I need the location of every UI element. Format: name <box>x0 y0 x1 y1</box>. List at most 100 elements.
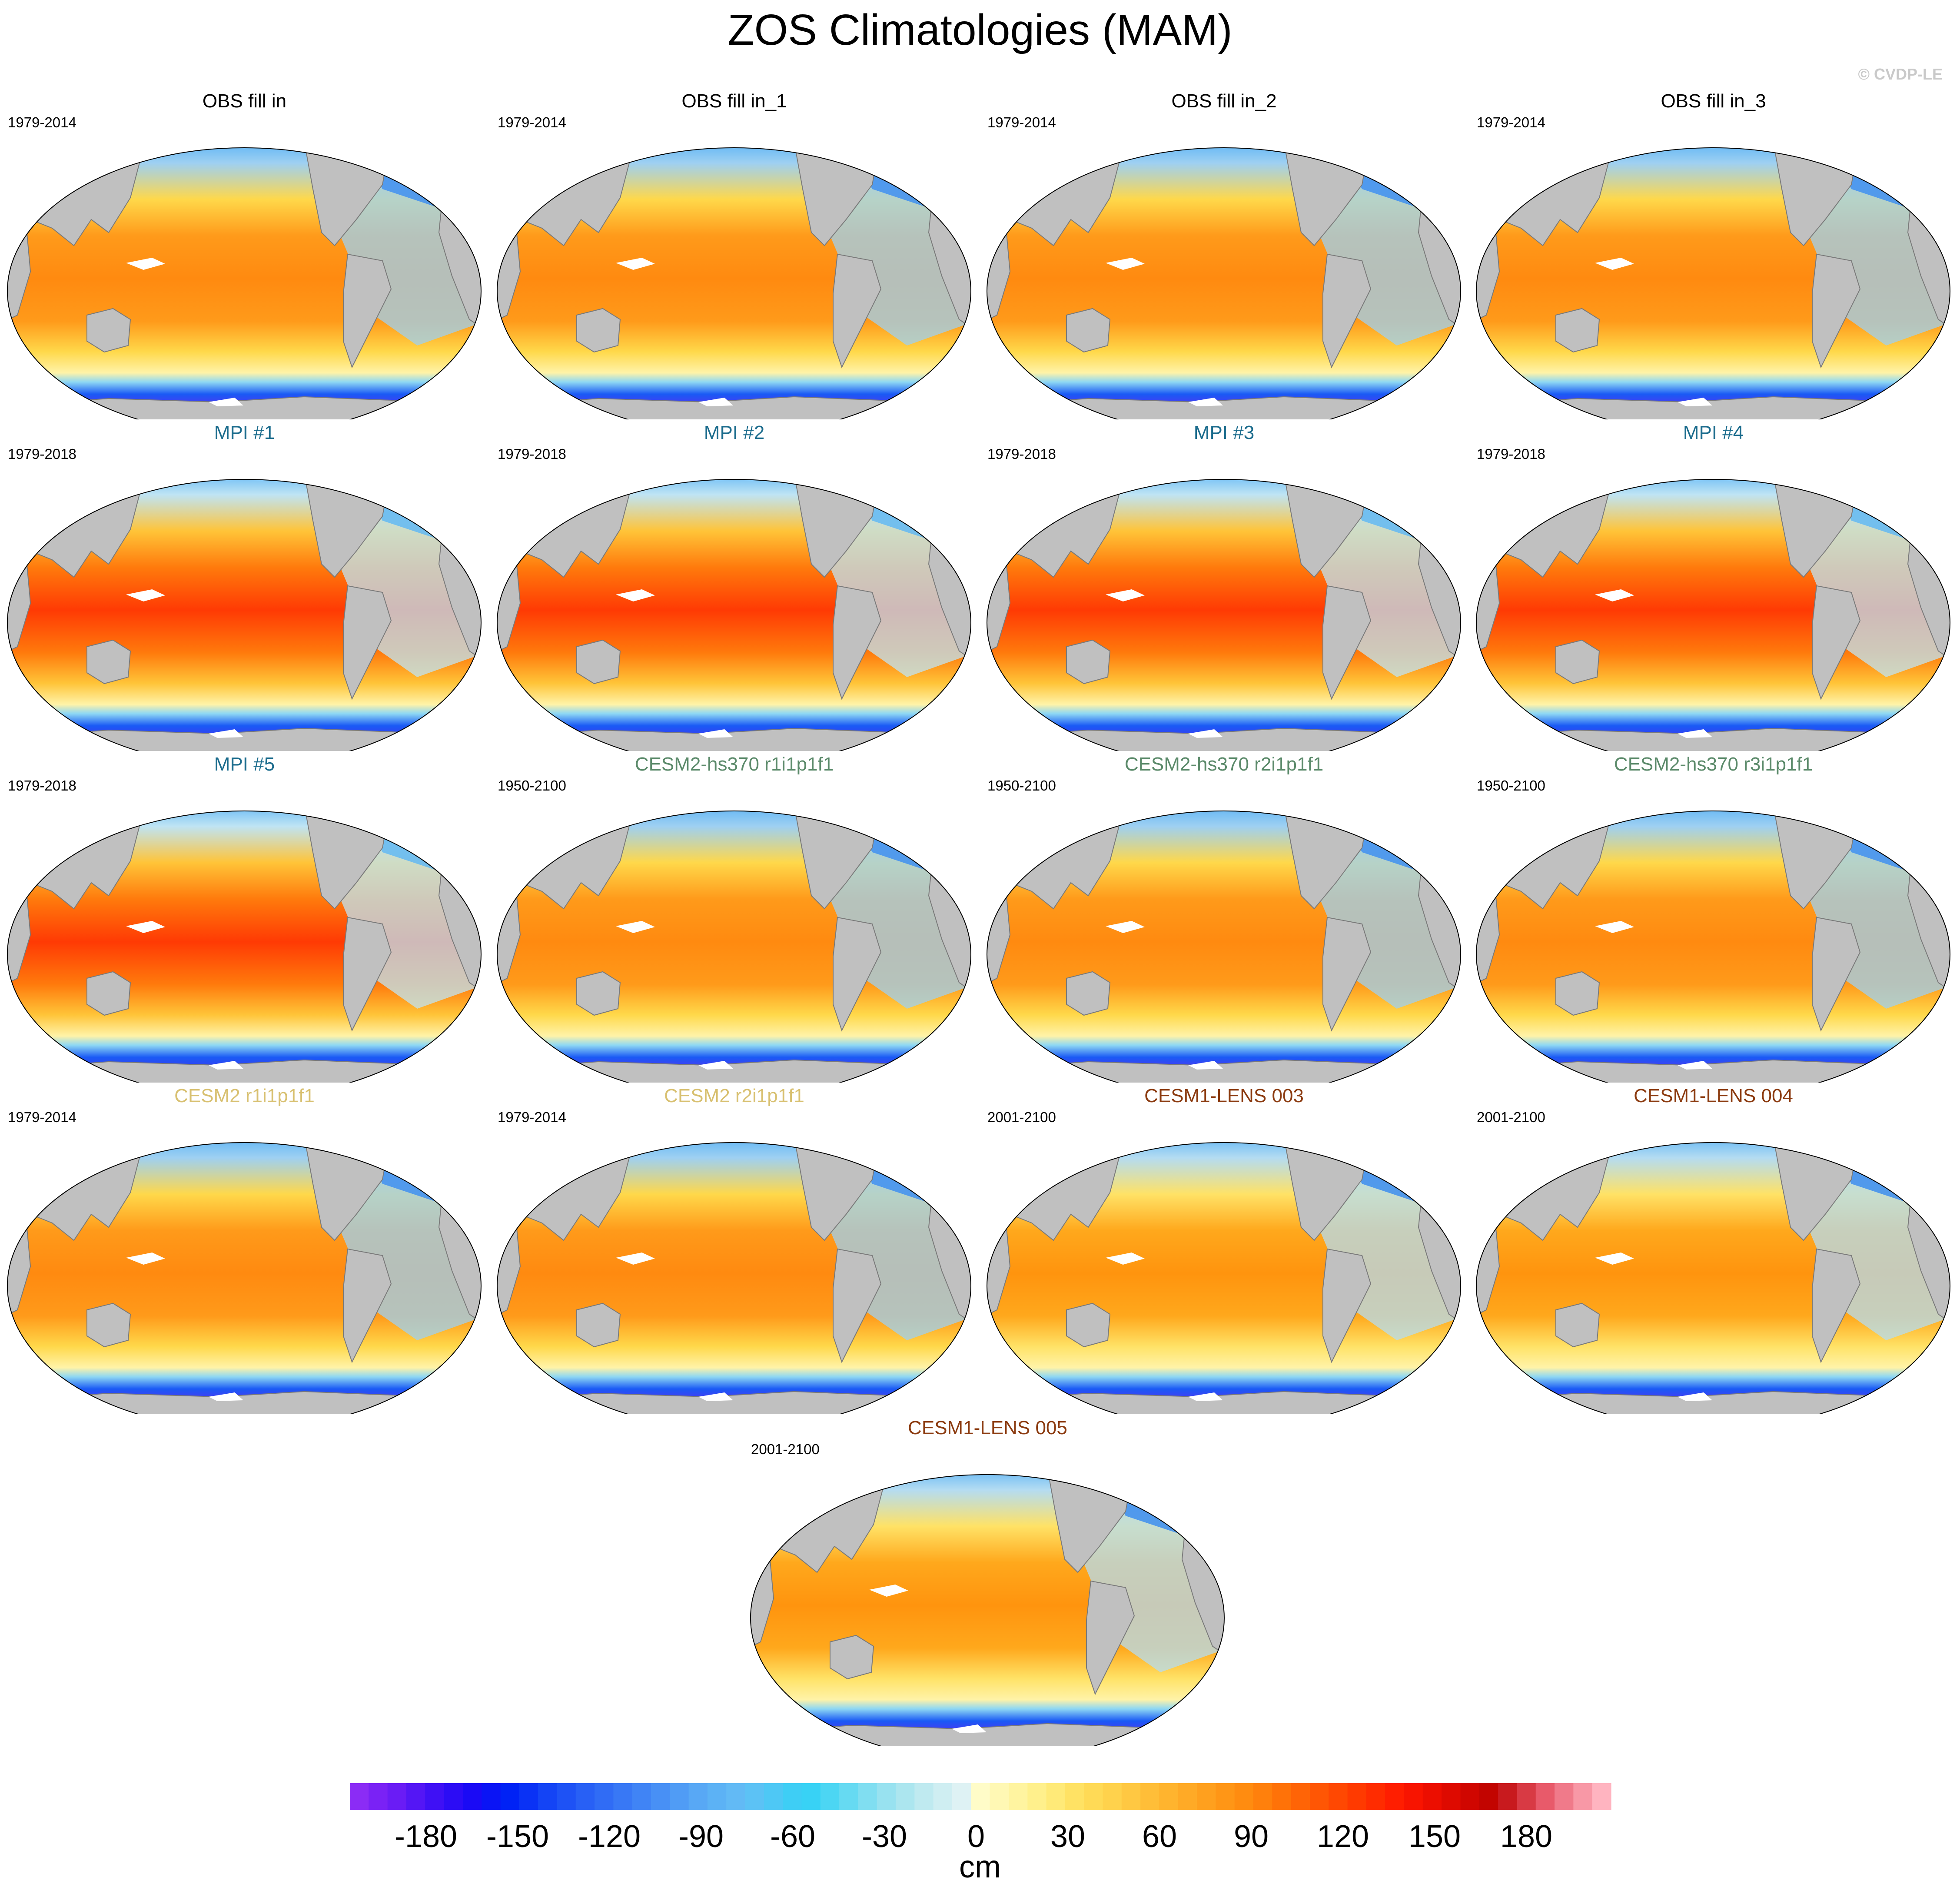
colorbar-swatch <box>1347 1783 1367 1810</box>
panel-period: 1979-2018 <box>8 777 76 794</box>
colorbar-swatch <box>726 1783 746 1810</box>
colorbar-swatch <box>1592 1783 1611 1810</box>
colorbar-swatch <box>877 1783 896 1810</box>
panel-period: 1979-2018 <box>987 446 1056 462</box>
panel-title: OBS fill in_1 <box>681 90 787 112</box>
map-panel: OBS fill in_2 1979-2014 <box>980 89 1468 419</box>
map-panel: CESM2-hs370 r3i1p1f1 1950-2100 <box>1469 752 1958 1083</box>
map-panel: MPI #1 1979-2018 <box>0 421 489 751</box>
map-panel: MPI #3 1979-2018 <box>980 421 1468 751</box>
panel-period: 1979-2014 <box>498 1109 566 1125</box>
panel-title: CESM2 r1i1p1f1 <box>174 1085 315 1106</box>
panel-title: MPI #4 <box>1683 422 1744 443</box>
panel-title: CESM2-hs370 r3i1p1f1 <box>1614 754 1813 775</box>
world-map <box>497 1142 971 1414</box>
panel-period: 1979-2014 <box>8 114 76 130</box>
map-panel: CESM1-LENS 005 2001-2100 <box>743 1416 1232 1746</box>
colorbar-swatch <box>1140 1783 1160 1810</box>
colorbar-swatch <box>1422 1783 1442 1810</box>
colorbar-swatch <box>482 1783 501 1810</box>
colorbar-swatch <box>519 1783 538 1810</box>
colorbar-swatch <box>1008 1783 1028 1810</box>
colorbar-swatch <box>1555 1783 1574 1810</box>
colorbar-swatch <box>350 1783 369 1810</box>
colorbar-swatch <box>1234 1783 1254 1810</box>
colorbar-tick-label: 180 <box>1500 1819 1552 1854</box>
page-title: ZOS Climatologies (MAM) <box>728 6 1232 54</box>
panel-title: CESM1-LENS 003 <box>1144 1085 1304 1106</box>
panel-period: 1950-2100 <box>987 777 1056 794</box>
map-panel: CESM2-hs370 r1i1p1f1 1950-2100 <box>490 752 979 1083</box>
colorbar-swatch <box>783 1783 802 1810</box>
colorbar-swatch <box>896 1783 915 1810</box>
colorbar-swatch <box>858 1783 877 1810</box>
colorbar-swatch <box>444 1783 463 1810</box>
world-map <box>497 811 971 1083</box>
copyright-notice: © CVDP-LE <box>1858 65 1943 83</box>
panel-title: CESM2-hs370 r2i1p1f1 <box>1124 754 1324 775</box>
world-map <box>7 479 482 751</box>
colorbar-swatch <box>1479 1783 1498 1810</box>
colorbar-swatch <box>1121 1783 1141 1810</box>
colorbar-tick-label: -30 <box>862 1819 907 1854</box>
colorbar-swatch <box>688 1783 708 1810</box>
colorbar-swatch <box>764 1783 783 1810</box>
colorbar-swatch <box>369 1783 388 1810</box>
map-panel: MPI #4 1979-2018 <box>1469 421 1958 751</box>
colorbar-swatch <box>1517 1783 1536 1810</box>
colorbar-swatch <box>1498 1783 1518 1810</box>
panel-title: MPI #1 <box>214 422 275 443</box>
colorbar-tick-label: 60 <box>1142 1819 1177 1854</box>
colorbar-swatch <box>745 1783 764 1810</box>
colorbar-swatch <box>1253 1783 1272 1810</box>
world-map <box>987 1142 1461 1414</box>
colorbar-swatch <box>557 1783 576 1810</box>
colorbar-swatch <box>1404 1783 1423 1810</box>
colorbar-swatch <box>538 1783 558 1810</box>
world-map <box>7 147 482 419</box>
colorbar-swatch <box>933 1783 953 1810</box>
panel-period: 1950-2100 <box>1477 777 1545 794</box>
world-map <box>7 1142 482 1414</box>
map-panel: CESM2 r1i1p1f1 1979-2014 <box>0 1084 489 1414</box>
colorbar-swatch <box>707 1783 727 1810</box>
colorbar-swatch <box>1197 1783 1216 1810</box>
panel-title: OBS fill in_2 <box>1171 90 1277 112</box>
map-panel: OBS fill in_1 1979-2014 <box>490 89 979 419</box>
panel-title: CESM2 r2i1p1f1 <box>664 1085 804 1106</box>
panel-title: OBS fill in_3 <box>1661 90 1766 112</box>
world-map <box>987 479 1461 751</box>
panel-period: 1979-2018 <box>1477 446 1545 462</box>
colorbar-swatch <box>1329 1783 1348 1810</box>
colorbar-swatch <box>914 1783 934 1810</box>
map-panel: OBS fill in 1979-2014 <box>0 89 489 419</box>
colorbar-swatch <box>575 1783 595 1810</box>
panel-period: 2001-2100 <box>987 1109 1056 1125</box>
colorbar-swatch <box>1027 1783 1047 1810</box>
map-panel: CESM1-LENS 004 2001-2100 <box>1469 1084 1958 1414</box>
colorbar-swatch <box>990 1783 1009 1810</box>
panel-period: 1979-2014 <box>498 114 566 130</box>
colorbar-tick-label: 30 <box>1050 1819 1085 1854</box>
world-map <box>750 1474 1225 1746</box>
colorbar-tick-label: -150 <box>486 1819 549 1854</box>
colorbar-swatch <box>1366 1783 1385 1810</box>
world-map <box>7 811 482 1083</box>
colorbar-swatch <box>462 1783 482 1810</box>
map-panel: CESM2-hs370 r2i1p1f1 1950-2100 <box>980 752 1468 1083</box>
panel-title: OBS fill in <box>202 90 287 112</box>
map-panel: MPI #5 1979-2018 <box>0 752 489 1083</box>
colorbar-swatch <box>651 1783 670 1810</box>
map-panel: OBS fill in_3 1979-2014 <box>1469 89 1958 419</box>
colorbar-tick-label: 150 <box>1409 1819 1461 1854</box>
colorbar-swatch <box>670 1783 689 1810</box>
world-map <box>1476 811 1950 1083</box>
world-map <box>497 479 971 751</box>
world-map <box>987 147 1461 419</box>
colorbar-swatch <box>952 1783 971 1810</box>
panel-period: 1979-2018 <box>8 446 76 462</box>
map-panel: CESM1-LENS 003 2001-2100 <box>980 1084 1468 1414</box>
map-panel: MPI #2 1979-2018 <box>490 421 979 751</box>
colorbar-tick-label: 90 <box>1234 1819 1269 1854</box>
